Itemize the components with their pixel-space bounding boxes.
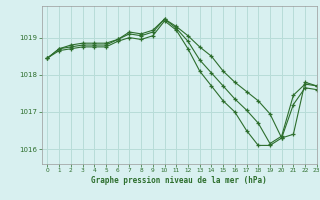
X-axis label: Graphe pression niveau de la mer (hPa): Graphe pression niveau de la mer (hPa) (91, 176, 267, 185)
